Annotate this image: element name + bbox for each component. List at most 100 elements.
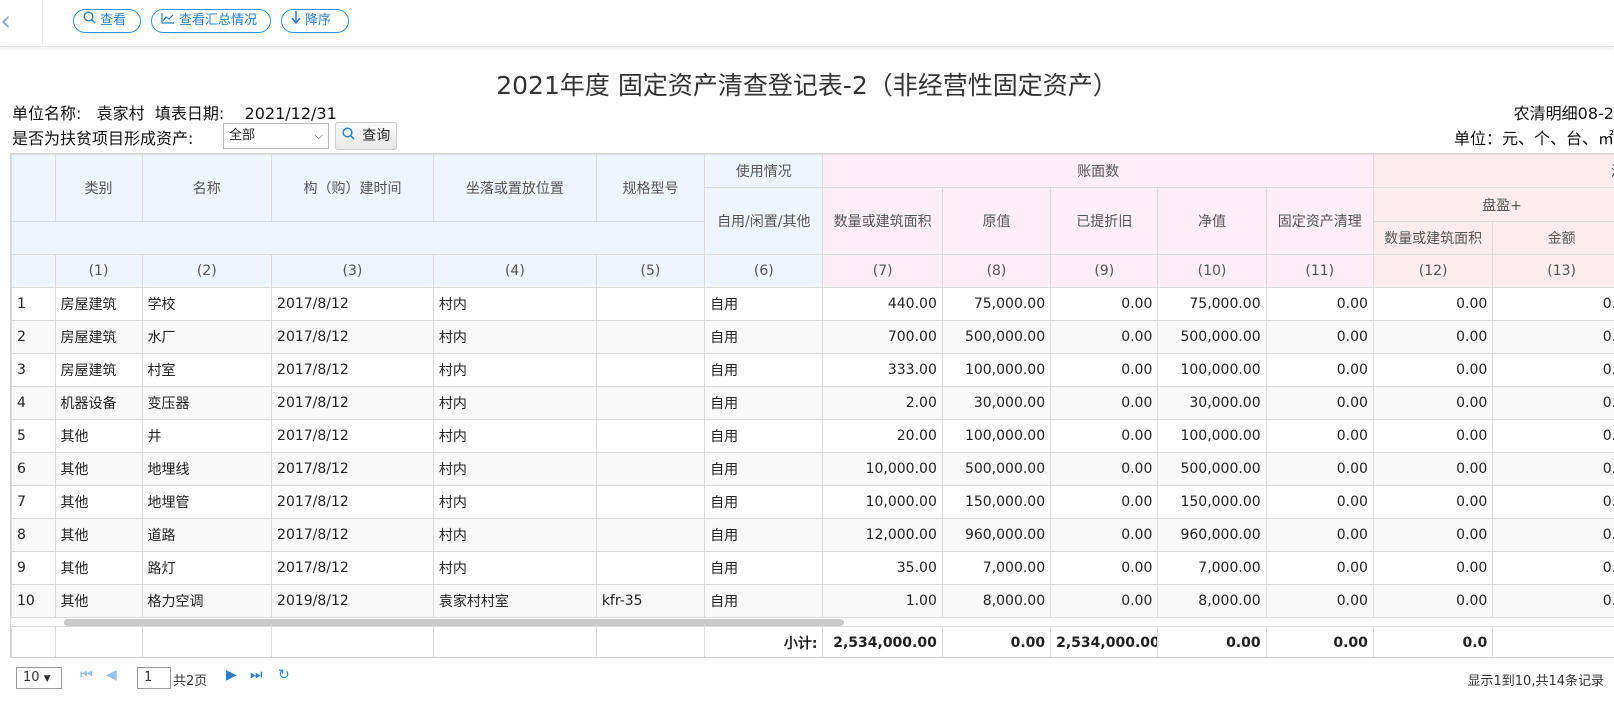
cell-dep: 0.00: [1050, 485, 1159, 519]
first-page-icon[interactable]: ⏮: [80, 667, 93, 683]
header-orig: 原值: [941, 187, 1052, 255]
column-number-cell: (13): [1492, 254, 1614, 288]
cell-build-time: 2017/8/12: [271, 353, 434, 387]
cell-qty: 333.00: [822, 353, 943, 387]
cell-spec: [595, 485, 706, 519]
query-button[interactable]: 查询: [335, 122, 397, 150]
cell-name: 井: [141, 419, 273, 453]
refresh-icon[interactable]: ↻: [278, 667, 290, 683]
subtotal-label: 小计:: [704, 626, 824, 657]
horizontal-scrollbar[interactable]: [64, 619, 844, 626]
row-number: 1: [11, 287, 56, 321]
table-row[interactable]: 9 其他 路灯 2017/8/12 村内 自用 35.00 7,000.00 0.00 7,000…: [11, 551, 1614, 585]
report-title: 2021年度 固定资产清查登记表-2（非经营性固定资产）: [496, 71, 1118, 100]
cell-usage: 自用: [704, 485, 824, 519]
last-page-icon[interactable]: ⏭: [250, 667, 263, 683]
page-size-select[interactable]: 10 ▼: [16, 667, 62, 689]
cell-surplus-amt: 0.0: [1492, 353, 1614, 387]
cell-clear: 0.00: [1265, 452, 1374, 486]
search-icon: [83, 10, 96, 32]
cell-dep: 0.00: [1050, 287, 1159, 321]
cell-dep: 0.00: [1050, 452, 1159, 486]
header-dep: 已提折旧: [1050, 187, 1159, 255]
subtotal-surplus-qty: 0.00: [1265, 626, 1374, 657]
pagination-bar: 10 ▼ ⏮ ◀ 1 共2页 ▶ ⏭ ↻ 显示1到10,共14条记录: [10, 664, 1614, 705]
poverty-filter-select[interactable]: 全部 ⌵: [223, 123, 329, 149]
descending-button[interactable]: 降序: [281, 9, 349, 33]
table-row[interactable]: 1 房屋建筑 学校 2017/8/12 村内 自用 440.00 75,000.00 0.00 7…: [11, 287, 1614, 321]
cell-location: 村内: [432, 287, 597, 321]
table-row[interactable]: 5 其他井 2017/8/12 村内 自用 20.00 100,000.00 0.00 100,…: [11, 419, 1614, 453]
cell-surplus-amt: 0.0: [1492, 518, 1614, 552]
header-qty: 数量或建筑面积: [822, 187, 943, 255]
header-clear: 固定资产清理: [1265, 187, 1374, 255]
cell-category: 其他: [54, 452, 143, 486]
query-button-label: 查询: [362, 128, 391, 144]
cell-build-time: 2017/8/12: [271, 287, 434, 321]
cell-location: 袁家村村室: [432, 584, 597, 618]
filter-label: 是否为扶贫项目形成资产:: [12, 129, 194, 148]
previous-page-icon[interactable]: ◀: [106, 667, 117, 683]
header-surplus-amt: 金额: [1492, 221, 1614, 255]
column-number-cell: (12): [1372, 254, 1494, 288]
table-row[interactable]: 2 房屋建筑 水厂 2017/8/12 村内 自用 700.00 500,000.00 0.00…: [11, 320, 1614, 354]
table-row[interactable]: 8 其他 道路 2017/8/12 村内 自用 12,000.00 960,000.00 0.0…: [11, 518, 1614, 552]
cell-orig: 100,000.00: [941, 353, 1052, 387]
cell-location: 村内: [432, 485, 597, 519]
chart-line-icon: [161, 10, 175, 32]
header-surplus-qty: 数量或建筑面积: [1372, 221, 1494, 255]
row-number: 7: [11, 485, 56, 519]
asset-table: 类别 名称 构（购）建时间 坐落或置放位置 规格型号 使用情况 账面数 清 自用…: [11, 154, 1614, 657]
back-arrow-icon[interactable]: ‹: [0, 4, 12, 37]
view-button[interactable]: 查看: [73, 9, 141, 33]
view-summary-button-label: 查看汇总情况: [179, 13, 258, 28]
cell-name: 学校: [141, 287, 273, 321]
cell-name: 变压器: [141, 386, 273, 420]
cell-build-time: 2017/8/12: [271, 452, 434, 486]
row-number: 2: [11, 320, 56, 354]
cell-usage: 自用: [704, 419, 824, 453]
column-number-cell: (6): [704, 254, 824, 288]
table-row[interactable]: 3 房屋建筑 村室 2017/8/12 村内 自用 333.00 100,000.00 0.00…: [11, 353, 1614, 387]
table-row[interactable]: 4 机器设备 变压器 2017/8/12 村内 自用 2.00 30,000.00 0.00 30…: [11, 386, 1614, 420]
cell-category: 其他: [54, 551, 143, 585]
header-book-group: 账面数: [822, 154, 1374, 188]
row-number: 9: [11, 551, 56, 585]
header-category: 类别: [54, 154, 143, 222]
poverty-filter-value: 全部: [229, 128, 256, 143]
cell-location: 村内: [432, 320, 597, 354]
report-code: 农清明细08-2: [1513, 104, 1614, 123]
view-summary-button[interactable]: 查看汇总情况: [151, 9, 271, 33]
cell-spec: [595, 386, 706, 420]
cell-qty: 440.00: [822, 287, 943, 321]
subtotal-row: 小计: 2,534,000.00 0.00 2,534,000.00 0.00 …: [11, 626, 1614, 657]
cell-location: 村内: [432, 386, 597, 420]
table-row[interactable]: 7 其他 地埋管 2017/8/12 村内 自用 10,000.00 150,000.00 0.…: [11, 485, 1614, 519]
cell-usage: 自用: [704, 584, 824, 618]
cell-surplus-amt: 0.0: [1492, 287, 1614, 321]
table-row[interactable]: 6 其他 地埋线 2017/8/12 村内 自用 10,000.00 500,000.00 0.…: [11, 452, 1614, 486]
cell-spec: [595, 419, 706, 453]
data-grid: 类别 名称 构（购）建时间 坐落或置放位置 规格型号 使用情况 账面数 清 自用…: [10, 153, 1614, 658]
cell-net: 500,000.00: [1157, 320, 1267, 354]
column-number-cell: (4): [432, 254, 597, 288]
cell-surplus-qty: 0.00: [1372, 287, 1494, 321]
cell-surplus-amt: 0.0: [1492, 320, 1614, 354]
cell-name: 村室: [141, 353, 273, 387]
record-summary: 显示1到10,共14条记录: [1467, 674, 1605, 689]
cell-net: 100,000.00: [1157, 419, 1267, 453]
cell-category: 其他: [54, 518, 143, 552]
header-surplus-group: 盘盈+: [1372, 187, 1614, 222]
cell-dep: 0.00: [1050, 551, 1159, 585]
cell-category: 房屋建筑: [54, 287, 143, 321]
cell-clear: 0.00: [1265, 518, 1374, 552]
cell-surplus-amt: 0.0: [1492, 551, 1614, 585]
cell-name: 路灯: [141, 551, 273, 585]
cell-build-time: 2017/8/12: [271, 518, 434, 552]
page-number-input[interactable]: 1: [137, 667, 171, 689]
header-filler: [11, 221, 706, 255]
next-page-icon[interactable]: ▶: [226, 667, 237, 683]
table-row[interactable]: 10 其他 格力空调 2019/8/12 袁家村村室 kfr-35 自用 1.00 8,000.…: [11, 584, 1614, 618]
cell-dep: 0.00: [1050, 320, 1159, 354]
cell-category: 房屋建筑: [54, 320, 143, 354]
